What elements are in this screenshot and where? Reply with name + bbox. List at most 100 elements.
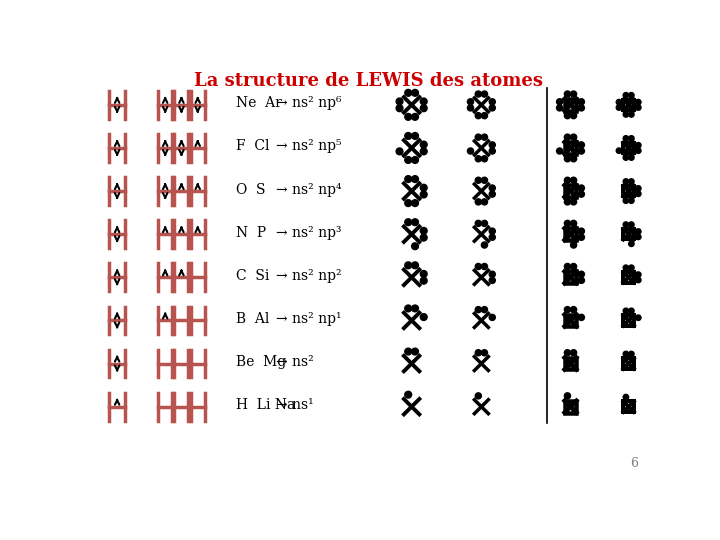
Circle shape <box>570 220 577 226</box>
Circle shape <box>420 105 427 112</box>
Circle shape <box>482 199 487 205</box>
Circle shape <box>489 314 495 320</box>
Circle shape <box>624 155 629 160</box>
Circle shape <box>629 241 634 247</box>
Circle shape <box>420 148 427 155</box>
Circle shape <box>629 92 634 98</box>
Circle shape <box>420 191 427 198</box>
Circle shape <box>467 105 474 111</box>
Circle shape <box>636 191 641 197</box>
Circle shape <box>570 307 577 313</box>
Circle shape <box>570 199 577 205</box>
Circle shape <box>564 264 570 269</box>
Circle shape <box>412 219 418 226</box>
Circle shape <box>467 148 474 154</box>
Circle shape <box>489 99 495 105</box>
Circle shape <box>489 278 495 284</box>
Bar <box>624 315 634 326</box>
Circle shape <box>420 271 427 278</box>
Bar <box>624 272 634 282</box>
Circle shape <box>420 98 427 105</box>
Circle shape <box>405 113 412 120</box>
Circle shape <box>570 113 577 119</box>
Circle shape <box>629 155 634 160</box>
Circle shape <box>405 200 412 206</box>
Circle shape <box>564 134 570 140</box>
Circle shape <box>578 191 585 197</box>
Bar <box>564 401 577 413</box>
Bar <box>624 359 634 369</box>
Circle shape <box>624 351 629 356</box>
Circle shape <box>420 234 427 241</box>
Circle shape <box>489 185 495 191</box>
Circle shape <box>475 350 482 356</box>
Circle shape <box>489 234 495 240</box>
Circle shape <box>636 234 641 240</box>
Circle shape <box>616 99 621 105</box>
Circle shape <box>489 191 495 197</box>
Circle shape <box>564 393 570 399</box>
Circle shape <box>629 265 634 271</box>
Circle shape <box>412 113 418 120</box>
Circle shape <box>475 307 482 313</box>
Circle shape <box>616 148 621 153</box>
Circle shape <box>636 143 641 148</box>
Text: O  S: O S <box>235 183 265 197</box>
Text: → ns² np⁶: → ns² np⁶ <box>276 96 341 110</box>
Circle shape <box>420 314 427 320</box>
Circle shape <box>412 157 418 164</box>
Circle shape <box>636 186 641 191</box>
Circle shape <box>475 199 482 205</box>
Circle shape <box>578 228 585 234</box>
Circle shape <box>482 134 487 140</box>
Text: N  P: N P <box>235 226 266 240</box>
Circle shape <box>420 227 427 234</box>
Circle shape <box>557 105 563 111</box>
Circle shape <box>489 271 495 278</box>
Circle shape <box>412 200 418 206</box>
Circle shape <box>624 92 629 98</box>
Circle shape <box>489 105 495 111</box>
Text: H  Li Na: H Li Na <box>235 398 295 412</box>
Circle shape <box>482 264 487 269</box>
Bar <box>564 314 577 326</box>
Circle shape <box>624 222 629 227</box>
Circle shape <box>636 315 641 320</box>
Circle shape <box>636 278 641 283</box>
Circle shape <box>629 136 634 141</box>
Bar <box>564 185 577 197</box>
Circle shape <box>570 91 577 97</box>
Circle shape <box>578 234 585 240</box>
Circle shape <box>629 179 634 184</box>
Circle shape <box>412 243 418 249</box>
Bar <box>564 228 577 240</box>
Circle shape <box>482 242 487 248</box>
Circle shape <box>475 177 482 183</box>
Circle shape <box>629 198 634 204</box>
Circle shape <box>564 199 570 205</box>
Circle shape <box>629 308 634 314</box>
Circle shape <box>629 112 634 117</box>
Circle shape <box>482 156 487 162</box>
Circle shape <box>412 262 418 269</box>
Text: C  Si: C Si <box>235 269 269 283</box>
Circle shape <box>396 98 403 105</box>
Circle shape <box>636 148 641 153</box>
Circle shape <box>564 307 570 313</box>
Circle shape <box>570 350 577 356</box>
Circle shape <box>629 222 634 227</box>
Circle shape <box>489 148 495 154</box>
Circle shape <box>564 220 570 226</box>
Circle shape <box>405 262 412 269</box>
Circle shape <box>412 176 418 183</box>
Bar <box>624 99 634 110</box>
Circle shape <box>624 394 629 400</box>
Circle shape <box>578 142 585 148</box>
Circle shape <box>624 198 629 204</box>
Circle shape <box>475 91 482 97</box>
Text: → ns² np⁴: → ns² np⁴ <box>276 183 341 197</box>
Circle shape <box>475 220 482 226</box>
Circle shape <box>624 179 629 184</box>
Circle shape <box>636 229 641 234</box>
Circle shape <box>570 134 577 140</box>
